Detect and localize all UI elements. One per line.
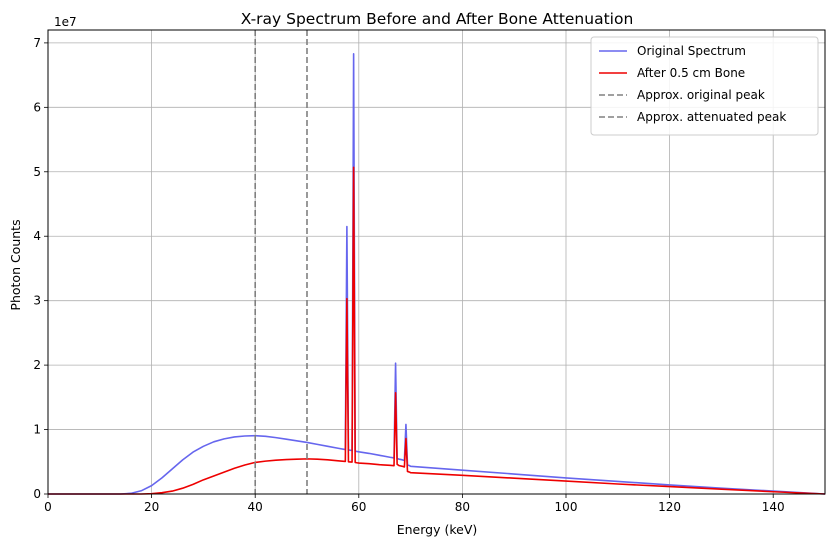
legend-label: Approx. attenuated peak	[637, 110, 786, 124]
legend-label: Original Spectrum	[637, 44, 746, 58]
plot-frame	[47, 29, 826, 495]
x-tick-label: 120	[658, 500, 681, 514]
x-tick-label: 100	[555, 500, 578, 514]
chart-title: X-ray Spectrum Before and After Bone Att…	[241, 10, 634, 28]
x-tick-label: 80	[455, 500, 470, 514]
tick-layer: 0 20 40 60 80 100 120 140 0 1 2 3 4 5 6 7	[33, 36, 784, 514]
legend-box	[590, 36, 819, 136]
y-tick-label: 7	[33, 36, 41, 50]
x-tick-label: 20	[144, 500, 159, 514]
y-tick-label: 3	[33, 294, 41, 308]
x-tick-label: 0	[44, 500, 52, 514]
x-tick-label: 60	[351, 500, 366, 514]
y-tick-label: 0	[33, 487, 41, 501]
y-axis-multiplier: 1e7	[54, 15, 77, 29]
series-line-0	[48, 53, 826, 495]
x-tick-label: 40	[248, 500, 263, 514]
y-axis-label: Photon Counts	[8, 219, 23, 310]
legend-label: After 0.5 cm Bone	[637, 66, 745, 80]
legend-label: Approx. original peak	[637, 88, 765, 102]
y-tick-label: 6	[33, 100, 41, 114]
y-tick-label: 5	[33, 165, 41, 179]
x-axis-label: Energy (keV)	[397, 522, 478, 537]
grid-layer	[47, 30, 825, 495]
x-tick-label: 140	[762, 500, 785, 514]
series-line-1	[48, 166, 826, 495]
y-tick-label: 4	[33, 229, 41, 243]
series-layer	[48, 30, 826, 495]
y-tick-label: 1	[33, 423, 41, 437]
y-tick-label: 2	[33, 358, 41, 372]
legend: Original Spectrum After 0.5 cm Bone Approx…	[590, 36, 819, 136]
